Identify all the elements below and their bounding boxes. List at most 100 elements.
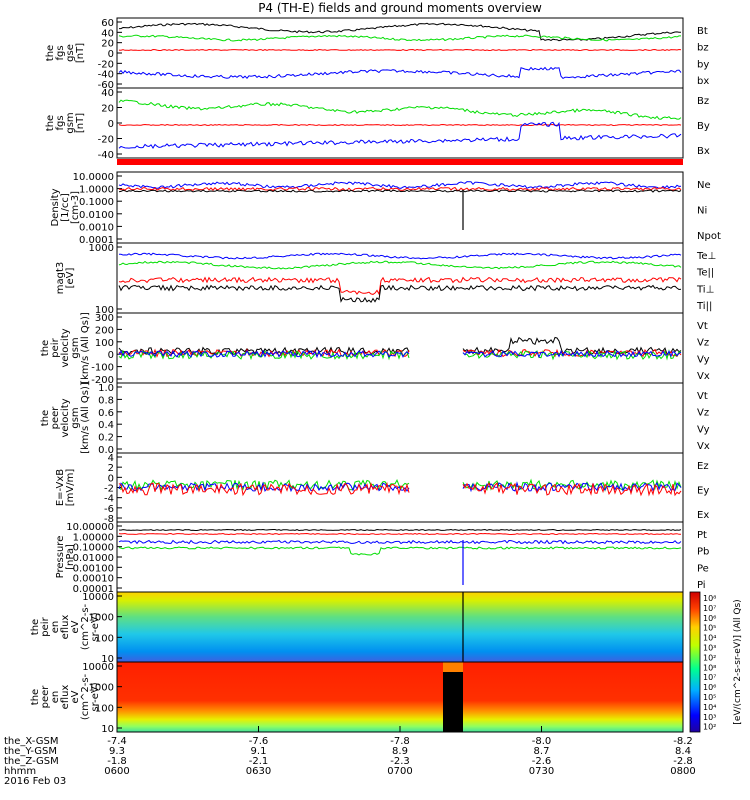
y-axis-label: gsm — [70, 337, 81, 358]
legend-Te||: Te|| — [696, 268, 714, 279]
x-tick-label: 0800 — [670, 766, 695, 777]
y-tick-label: 4 — [108, 453, 114, 464]
x-tick-label: -7.4 — [107, 736, 127, 747]
panel-frame — [116, 242, 684, 314]
y-axis-label: peer — [40, 685, 51, 709]
y-tick-label: 0.2 — [98, 433, 114, 444]
y-axis-label: the — [40, 410, 51, 426]
y-tick-label: 0.00010 — [73, 574, 114, 585]
legend-by: by — [697, 59, 709, 70]
panel-6: 1.00.8 0.60.4 0.20.0 the peer velocity gsm [km/… — [40, 382, 710, 456]
trace — [118, 66, 682, 80]
y-tick-label: -40 — [98, 70, 114, 81]
y-axis-label: eflux — [60, 685, 71, 710]
trace — [118, 260, 682, 270]
y-axis-label: peir — [40, 616, 51, 636]
legend-Pb: Pb — [697, 547, 709, 558]
legend-Vz: Vz — [697, 408, 709, 419]
y-tick-label: 1000 — [89, 243, 114, 254]
y-axis-label: peer — [50, 406, 61, 430]
legend-By: By — [697, 121, 710, 132]
y-axis-label: eV — [70, 620, 81, 633]
trace — [118, 189, 682, 193]
x-tick-label: -8.2 — [673, 736, 693, 747]
trace — [118, 528, 682, 532]
y-tick-label: 300 — [95, 313, 114, 324]
legend-Ey: Ey — [697, 486, 709, 497]
y-tick-label: 10 — [101, 724, 114, 735]
trace — [118, 479, 410, 492]
colorbar-tick-label: 10⁶ — [703, 683, 716, 692]
y-tick-label: -8 — [104, 514, 114, 525]
y-axis-label: en — [50, 691, 61, 704]
legend-Ti⊥: Ti⊥ — [696, 284, 714, 295]
y-axis-label: fgs — [55, 45, 66, 60]
trace — [118, 284, 682, 304]
trace — [118, 123, 682, 127]
y-tick-label: 0.01000 — [73, 553, 114, 564]
y-axis-label: E=-VxB — [55, 469, 66, 506]
y-tick-label: 10.00000 — [66, 522, 114, 533]
y-tick-label: 0.4 — [98, 420, 114, 431]
x-tick-label: 8.4 — [675, 746, 691, 757]
trace — [462, 478, 682, 492]
y-tick-label: 0.6 — [98, 408, 114, 419]
trace — [118, 532, 681, 536]
y-axis-label: [nT] — [75, 43, 86, 63]
y-tick-label: 40 — [101, 88, 114, 99]
y-tick-label: 0.0010 — [79, 222, 114, 233]
legend-Ez: Ez — [697, 461, 709, 472]
legend-Vy: Vy — [697, 354, 710, 365]
legend-Pt: Pt — [697, 530, 707, 541]
y-tick-label: 10000 — [82, 592, 114, 603]
trace — [118, 346, 410, 356]
y-axis-label: [eV] — [65, 268, 76, 289]
y-tick-label: -20 — [98, 59, 114, 70]
colorbar-label: [eV/(cm^2-s-sr-eV)] (All Qs) — [733, 599, 743, 724]
panel-4: 1000 100 magt3 [eV] Te⊥ Te|| Ti⊥ Ti|| — [55, 242, 716, 316]
y-tick-label: 0.0 — [98, 445, 114, 456]
trace — [462, 482, 682, 497]
y-axis-label: the — [45, 45, 56, 61]
y-tick-label: 0 — [108, 49, 114, 60]
quality-flag-bar — [117, 159, 683, 165]
y-axis-label: Pressure — [55, 536, 66, 579]
panel-frame — [116, 312, 684, 384]
panel-7: 420-2-4-6-8 E=-VxB [mV/m] Ez Ey Ex — [55, 452, 709, 525]
x-axis-row-label: the_Y-GSM — [4, 746, 57, 757]
x-tick-label: -2.1 — [249, 756, 269, 767]
trace — [118, 539, 682, 545]
y-axis-label: [nPa] — [65, 544, 76, 570]
colorbar — [689, 591, 701, 733]
colorbar-tick-label: 10² — [703, 653, 716, 662]
x-tick-label: -2.6 — [532, 756, 552, 767]
peer-spectrogram-gap — [443, 670, 463, 732]
y-axis-label: eflux — [60, 615, 71, 640]
y-tick-label: -6 — [104, 504, 114, 515]
trace — [118, 99, 682, 120]
x-tick-label: -1.8 — [107, 756, 127, 767]
x-tick-label: 8.7 — [534, 746, 550, 757]
trace — [119, 252, 682, 260]
legend-Ex: Ex — [697, 510, 709, 521]
y-tick-label: 1.00000 — [73, 532, 114, 543]
y-axis-label: peir — [50, 337, 61, 357]
y-tick-label: 100 — [95, 305, 114, 316]
x-axis-row-label: the_Z-GSM — [4, 756, 59, 767]
y-axis-label: [1/cc] — [60, 193, 71, 222]
legend-Bx: Bx — [697, 146, 710, 157]
y-tick-label: 100 — [95, 633, 114, 644]
trace — [462, 481, 682, 493]
y-axis-label: [mV/m] — [65, 469, 76, 507]
legend-Bt: Bt — [697, 26, 708, 37]
chart-title: P4 (TH-E) fields and ground moments over… — [258, 1, 542, 15]
x-tick-label: -8.0 — [532, 736, 552, 747]
y-tick-label: 60 — [101, 18, 114, 29]
colorbar-tick-label: 10⁵ — [703, 624, 716, 633]
legend-Pe: Pe — [697, 563, 709, 574]
y-axis-label: sr-eV) — [90, 682, 101, 711]
legend-Vy: Vy — [697, 424, 710, 435]
panel-frame — [116, 521, 684, 593]
legend-Vt: Vt — [697, 321, 708, 332]
